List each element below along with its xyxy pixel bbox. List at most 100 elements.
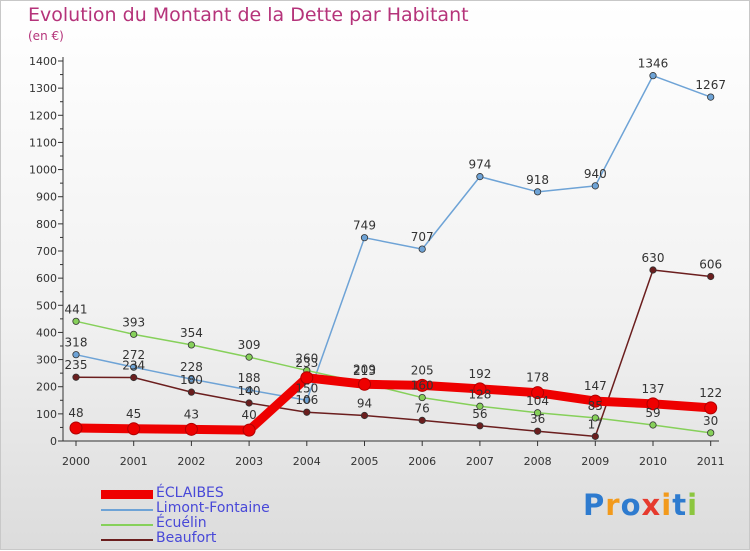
logo-letter: r [605, 488, 621, 522]
legend-swatch [101, 539, 153, 541]
data-point [358, 377, 371, 391]
data-point [300, 371, 314, 385]
y-tick-label: 700 [36, 245, 57, 258]
data-label: 354 [180, 326, 203, 340]
data-point [245, 353, 253, 361]
data-point [533, 188, 542, 196]
data-label: 43 [184, 407, 199, 421]
data-point [72, 351, 80, 359]
data-label: 150 [295, 381, 318, 395]
data-label: 140 [238, 384, 261, 398]
data-point [127, 422, 141, 436]
y-tick-label: 800 [36, 218, 57, 231]
chart-unit-label: (en €) [28, 29, 64, 43]
data-point [130, 363, 138, 371]
data-point [187, 341, 195, 349]
data-point [303, 396, 311, 404]
data-point [591, 432, 599, 440]
data-point [184, 422, 198, 436]
data-label: 106 [295, 393, 318, 407]
y-tick-label: 1200 [29, 109, 57, 122]
data-label: 630 [642, 251, 665, 265]
data-point [242, 423, 256, 437]
logo-letter: P [583, 488, 606, 522]
data-point [704, 401, 718, 415]
data-label: 59 [645, 406, 660, 420]
chart-title: Evolution du Montant de la Dette par Hab… [28, 4, 469, 26]
x-tick-label: 2009 [581, 455, 609, 468]
data-point [245, 386, 253, 394]
x-tick-label: 2007 [466, 455, 494, 468]
logo-letter: i [661, 488, 673, 522]
data-label: 128 [468, 387, 491, 401]
y-tick-label: 1000 [29, 164, 57, 177]
x-tick-label: 2004 [293, 455, 321, 468]
data-label: 48 [68, 406, 83, 420]
data-point [649, 421, 657, 429]
legend-label: Écuélin [156, 515, 207, 531]
data-point [531, 386, 545, 400]
data-label: 1267 [695, 78, 726, 92]
data-point [360, 411, 369, 420]
data-label: 85 [588, 399, 603, 413]
logo-letter: o [620, 488, 642, 522]
data-label: 45 [126, 407, 141, 421]
x-tick-label: 2002 [177, 455, 205, 468]
series-line [75, 320, 712, 434]
data-label: 76 [415, 401, 430, 415]
y-tick-label: 1300 [29, 82, 57, 95]
data-point [303, 408, 311, 416]
data-point [360, 234, 369, 242]
y-tick-label: 900 [36, 191, 57, 204]
data-label: 749 [353, 219, 376, 233]
data-point [533, 427, 542, 435]
data-label: 160 [411, 379, 434, 393]
legend-swatch [101, 490, 153, 499]
data-point [588, 394, 602, 408]
legend-label: Beaufort [156, 530, 217, 546]
series-line [75, 269, 712, 438]
data-label: 918 [526, 173, 549, 187]
x-tick-label: 2000 [62, 455, 90, 468]
data-point [69, 421, 83, 435]
data-label: 56 [472, 407, 487, 421]
data-point [649, 72, 657, 80]
x-tick-label: 2006 [408, 455, 436, 468]
y-tick-label: 200 [36, 381, 57, 394]
y-tick-label: 400 [36, 326, 57, 339]
data-point [187, 388, 195, 396]
series-line [75, 74, 712, 402]
data-point [72, 317, 80, 325]
legend-swatch [101, 509, 153, 511]
x-tick-label: 2008 [524, 455, 552, 468]
logo-letter: x [641, 488, 662, 522]
y-tick-label: 0 [50, 435, 57, 448]
data-point [130, 330, 138, 338]
y-tick-label: 100 [36, 408, 57, 421]
data-label: 192 [468, 367, 491, 381]
data-label: 30 [703, 414, 718, 428]
x-tick-label: 2003 [235, 455, 263, 468]
y-tick-label: 300 [36, 354, 57, 367]
data-point [707, 429, 715, 437]
data-label: 180 [180, 373, 203, 387]
data-point [476, 173, 484, 181]
logo-letter: t [672, 488, 688, 522]
data-point [707, 272, 715, 281]
data-point [415, 378, 429, 392]
data-point [187, 375, 195, 383]
data-point [418, 245, 426, 253]
proxiti-logo: Proxiti [583, 488, 698, 522]
data-point [591, 182, 599, 190]
data-label: 94 [357, 396, 372, 410]
x-tick-label: 2001 [120, 455, 148, 468]
data-point [473, 382, 487, 396]
data-label: 393 [122, 315, 145, 329]
data-label: 137 [642, 382, 665, 396]
data-label: 178 [526, 371, 549, 385]
logo-letter: i [687, 488, 699, 522]
data-label: 940 [584, 167, 607, 181]
y-tick-label: 500 [36, 299, 57, 312]
y-tick-label: 1400 [29, 55, 57, 68]
